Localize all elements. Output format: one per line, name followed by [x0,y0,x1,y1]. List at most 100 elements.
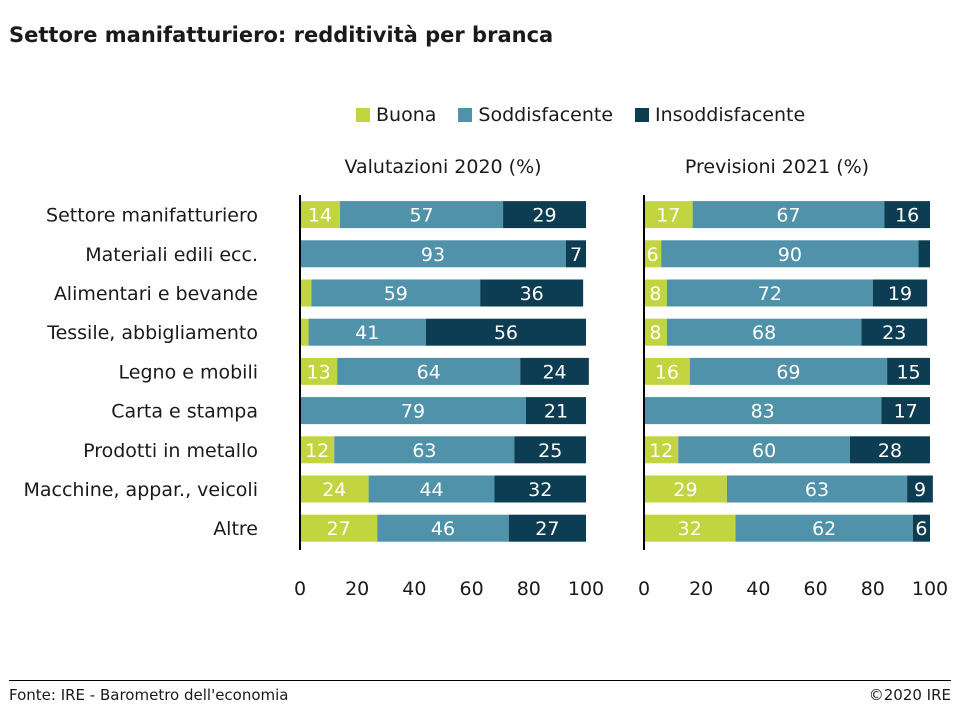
bar-segment-insoddisfacente [565,240,586,268]
bar-segment-soddisfacente [726,475,908,503]
bar-segment-buona [300,436,335,464]
x-tick-label: 0 [294,578,306,600]
data-label: 44 [419,479,443,501]
data-label: 90 [778,244,802,266]
copyright-note: ©2020 IRE [868,686,951,704]
legend: Buona Soddisfacente Insoddisfacente [356,104,805,126]
panel-title-2021: Previsioni 2021 (%) [684,156,870,178]
category-label: Prodotti in metallo [83,440,258,462]
bar-segment-insoddisfacente [849,436,930,464]
data-label: 12 [649,440,673,462]
data-label: 32 [678,518,702,540]
data-label: 17 [656,205,680,227]
data-label: 24 [542,361,566,383]
legend-item-insoddisfacente: Insoddisfacente [635,104,805,126]
bar-segment-soddisfacente [666,279,873,307]
x-tick-label: 60 [460,578,484,600]
data-label: 29 [673,479,697,501]
category-label: Alimentari e bevande [54,283,258,305]
x-tick-label: 20 [689,578,713,600]
bar-segment-buona [644,475,727,503]
bar-segment-soddisfacente [368,475,495,503]
bar-segment-soddisfacente [337,357,521,385]
data-label: 41 [355,322,379,344]
data-label: 8 [649,322,661,344]
bar-segment-soddisfacente [340,201,504,229]
data-label: 16 [895,205,919,227]
data-label: 8 [649,283,661,305]
bar-segment-soddisfacente [678,436,850,464]
bar-segment-soddisfacente [300,397,526,425]
data-label: 14 [308,205,332,227]
bar-segment-buona [644,318,667,346]
bar-segment-insoddisfacente [508,514,586,542]
bar-segment-soddisfacente [692,201,885,229]
data-label: 7 [570,244,582,266]
x-tick-label: 40 [402,578,426,600]
bar-segment-soddisfacente [689,357,888,385]
data-label: 69 [776,361,800,383]
bar-segment-insoddisfacente [884,201,930,229]
category-label: Settore manifatturiero [46,205,258,227]
legend-item-buona: Buona [356,104,436,126]
bar-segment-soddisfacente [300,240,566,268]
bar-segment-soddisfacente [308,318,426,346]
bar-segment-insoddisfacente [887,357,930,385]
bar-segment-buona [300,318,309,346]
bar-segment-buona [644,279,667,307]
data-label: 27 [327,518,351,540]
data-label: 23 [882,322,906,344]
data-label: 29 [532,205,556,227]
data-label: 93 [421,244,445,266]
bar-segment-buona [300,201,341,229]
bar-segment-insoddisfacente [514,436,586,464]
bar-segment-insoddisfacente [494,475,586,503]
bar-segment-buona [300,514,378,542]
bar-segment-insoddisfacente [918,240,930,268]
data-label: 83 [751,401,775,423]
x-tick-label: 0 [638,578,650,600]
data-label: 17 [894,401,918,423]
panel-title-2020: Valutazioni 2020 (%) [344,156,542,178]
data-label: 36 [520,283,544,305]
data-label: 24 [322,479,346,501]
x-tick-label: 60 [804,578,828,600]
bar-segment-insoddisfacente [520,357,589,385]
bar-segment-buona [644,240,662,268]
data-label: 16 [655,361,679,383]
data-label: 13 [306,361,330,383]
data-label: 6 [647,244,659,266]
category-label: Macchine, appar., veicoli [24,479,259,501]
data-label: 15 [896,361,920,383]
legend-swatch-buona [356,108,370,122]
bar-segment-insoddisfacente [503,201,586,229]
bar-segment-soddisfacente [661,240,919,268]
bar-segment-buona [300,357,338,385]
bar-segment-insoddisfacente [480,279,584,307]
data-label: 57 [409,205,433,227]
bar-segment-buona [644,357,690,385]
source-note: Fonte: IRE - Barometro dell'economia [9,686,289,704]
data-label: 67 [776,205,800,227]
bar-segment-soddisfacente [666,318,862,346]
bar-segment-soddisfacente [377,514,509,542]
bar-segment-insoddisfacente [872,279,928,307]
legend-swatch-insoddisfacente [635,108,650,122]
data-label: 60 [752,440,776,462]
data-label: 59 [384,283,408,305]
data-label: 63 [412,440,436,462]
data-label: 19 [888,283,912,305]
bar-segment-insoddisfacente [907,475,933,503]
legend-item-soddisfacente: Soddisfacente [458,104,613,126]
data-label: 46 [431,518,455,540]
bar-segment-soddisfacente [735,514,913,542]
bar-segment-insoddisfacente [881,397,930,425]
data-label: 25 [538,440,562,462]
category-label: Legno e mobili [119,361,258,383]
bar-segment-soddisfacente [644,397,882,425]
data-label: 62 [812,518,836,540]
x-tick-label: 40 [746,578,770,600]
category-label: Tessile, abbigliamento [46,322,258,344]
category-label: Materiali edili ecc. [85,244,258,266]
legend-label-soddisfacente: Soddisfacente [478,104,614,126]
